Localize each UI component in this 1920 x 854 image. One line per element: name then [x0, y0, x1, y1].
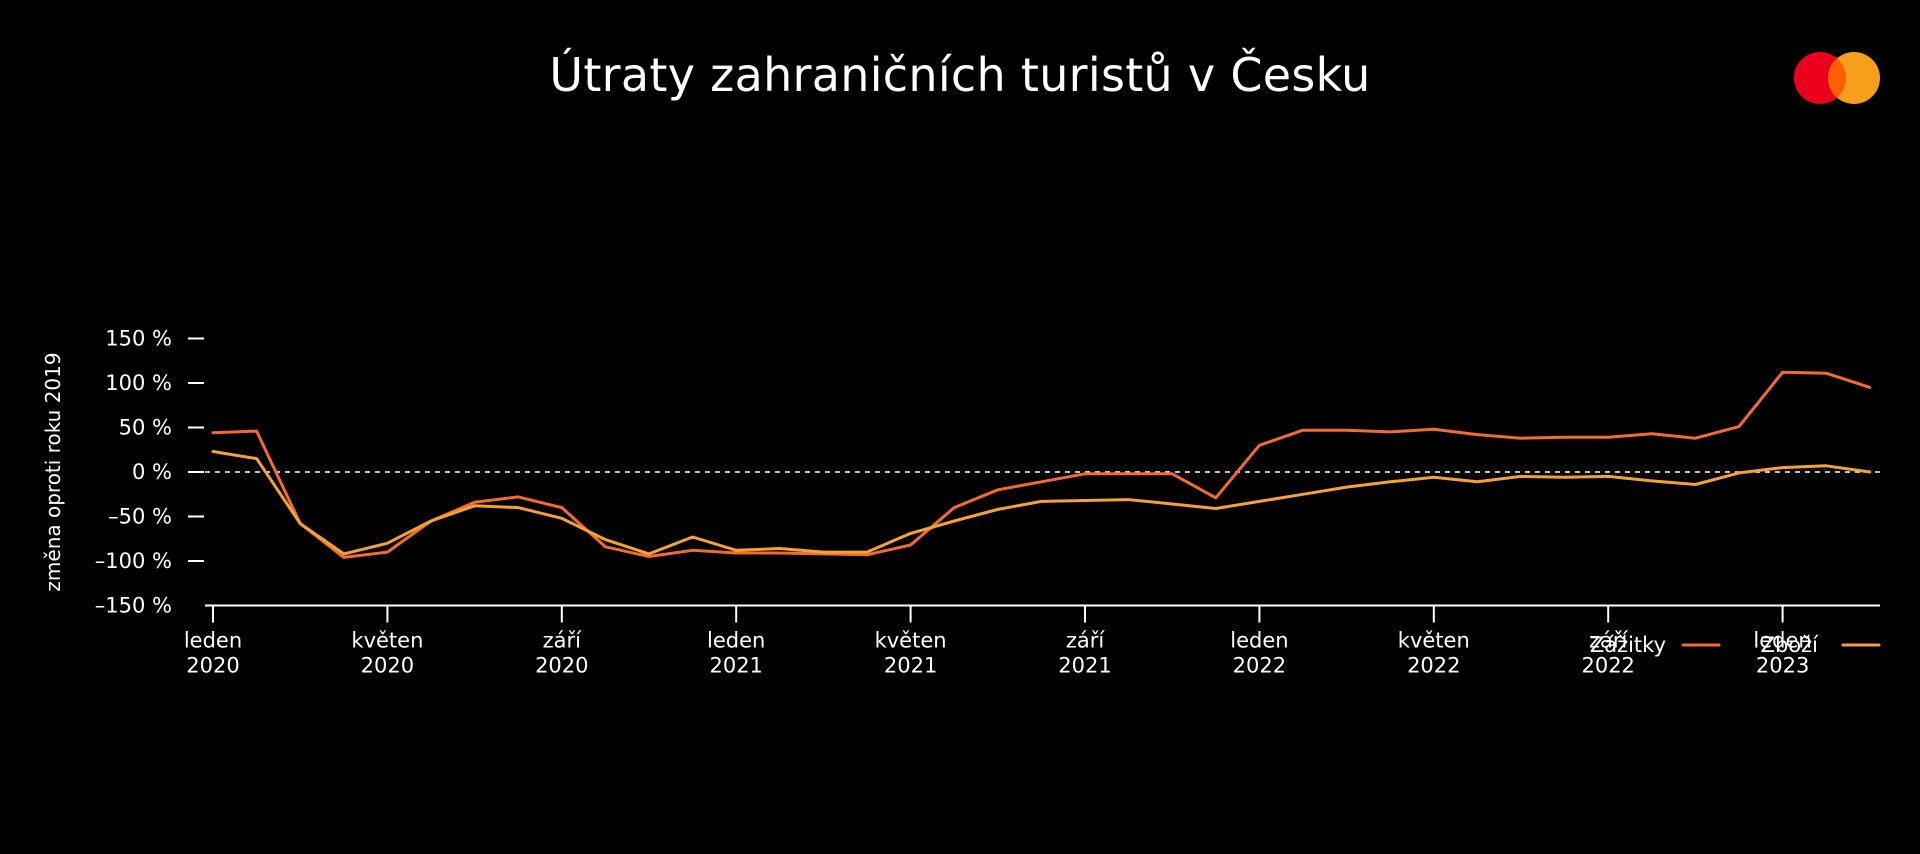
series-line-zazitky	[211, 370, 1872, 559]
x-tick-label-month: leden	[707, 629, 765, 653]
x-tick-label-month: leden	[1753, 629, 1811, 653]
x-tick-label-year: 2020	[361, 654, 414, 678]
x-tick-label-year: 2023	[1756, 654, 1809, 678]
x-tick-label-year: 2021	[1058, 654, 1111, 678]
x-tick-label-month: září	[543, 629, 583, 653]
x-tick-label-month: leden	[184, 629, 242, 653]
x-tick-label-year: 2020	[186, 654, 239, 678]
x-tick-label-month: září	[1066, 629, 1106, 653]
y-tick-label: 50 %	[119, 416, 172, 440]
y-tick-label: 100 %	[105, 371, 172, 395]
chart-title: Útraty zahraničních turistů v Česku	[549, 48, 1371, 102]
y-axis-title: změna oproti roku 2019	[41, 352, 65, 591]
x-tick-label-year: 2022	[1407, 654, 1460, 678]
x-tick-label-month: květen	[875, 629, 947, 653]
x-tick-label-month: květen	[1398, 629, 1470, 653]
x-tick-label-year: 2021	[709, 654, 762, 678]
x-tick-label-month: květen	[351, 629, 423, 653]
x-tick-label-year: 2022	[1233, 654, 1286, 678]
x-tick-label-month: září	[1589, 629, 1629, 653]
series-line-zbozi	[211, 450, 1872, 556]
y-tick-label: 150 %	[105, 327, 172, 351]
x-tick-label-month: leden	[1230, 629, 1288, 653]
y-tick-label: 0 %	[132, 460, 172, 484]
y-tick-label: –100 %	[95, 549, 172, 573]
x-tick-label-year: 2022	[1581, 654, 1634, 678]
legend-label: Zboží	[1761, 633, 1820, 657]
x-tick-label-year: 2020	[535, 654, 588, 678]
legend-label: Zážitky	[1590, 633, 1666, 657]
y-tick-label: –150 %	[95, 594, 172, 618]
mastercard-logo	[1794, 52, 1880, 104]
logo-overlap	[1827, 58, 1847, 98]
x-tick-label-year: 2021	[884, 654, 937, 678]
y-tick-label: –50 %	[108, 505, 172, 529]
